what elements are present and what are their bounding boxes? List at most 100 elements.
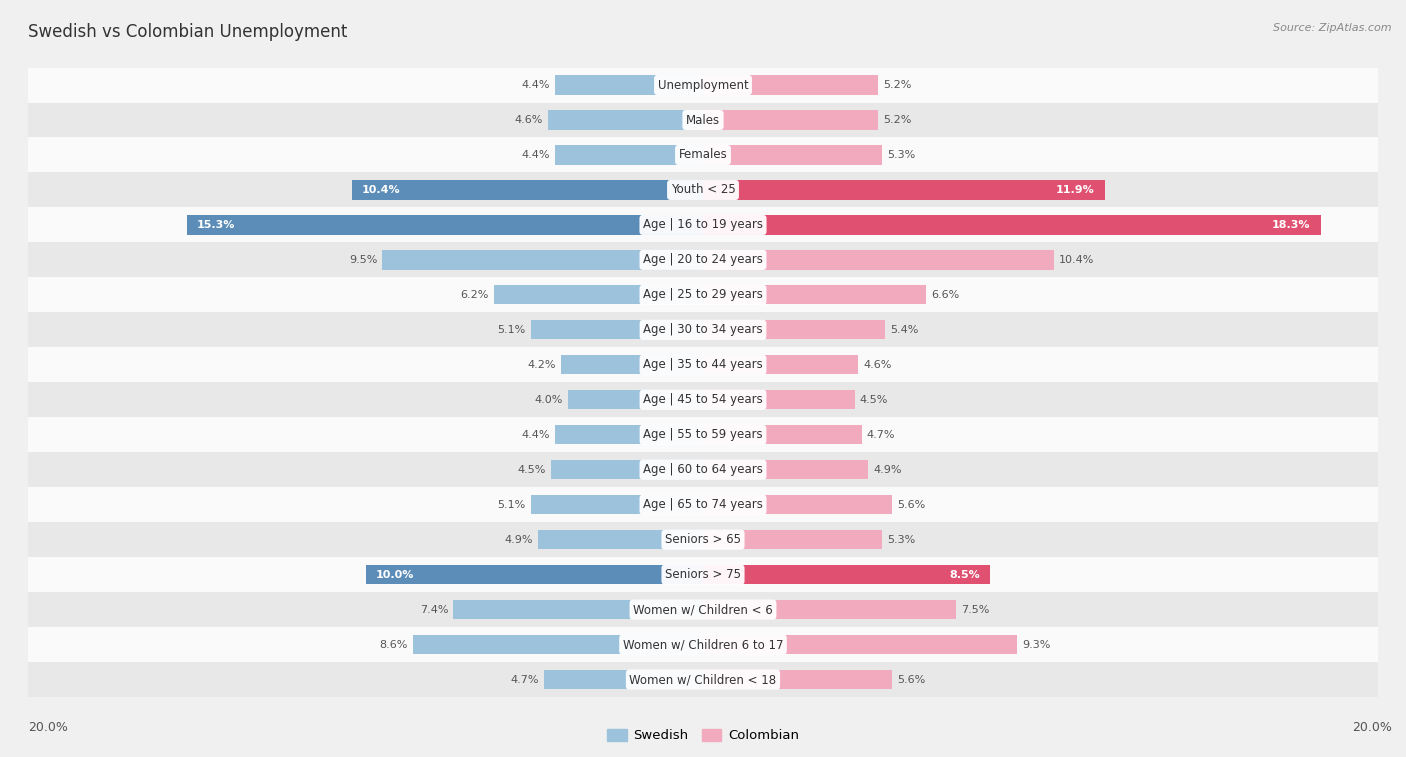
Text: Age | 65 to 74 years: Age | 65 to 74 years (643, 498, 763, 511)
Text: Women w/ Children 6 to 17: Women w/ Children 6 to 17 (623, 638, 783, 651)
Text: 5.1%: 5.1% (498, 325, 526, 335)
Text: 9.3%: 9.3% (1022, 640, 1050, 650)
Bar (703, 76, 879, 95)
Text: 4.2%: 4.2% (527, 360, 557, 370)
Text: 8.6%: 8.6% (380, 640, 408, 650)
Text: 4.0%: 4.0% (534, 394, 562, 405)
Text: 5.2%: 5.2% (883, 80, 912, 90)
Text: 15.3%: 15.3% (197, 220, 235, 230)
Text: Age | 45 to 54 years: Age | 45 to 54 years (643, 394, 763, 407)
Bar (28, 557, 1378, 592)
Bar (703, 530, 882, 550)
Text: Age | 55 to 59 years: Age | 55 to 59 years (643, 428, 763, 441)
Bar (554, 425, 703, 444)
Bar (703, 670, 891, 689)
Bar (703, 600, 956, 619)
Text: 4.9%: 4.9% (505, 534, 533, 544)
Bar (28, 522, 1378, 557)
Text: 4.7%: 4.7% (510, 674, 540, 684)
Text: 4.4%: 4.4% (522, 430, 550, 440)
Bar (28, 138, 1378, 173)
Text: Age | 60 to 64 years: Age | 60 to 64 years (643, 463, 763, 476)
Text: 7.4%: 7.4% (420, 605, 449, 615)
Bar (703, 285, 925, 304)
Bar (551, 460, 703, 479)
Bar (366, 565, 703, 584)
Bar (554, 145, 703, 164)
Bar (494, 285, 703, 304)
Bar (28, 313, 1378, 347)
Bar (703, 215, 1320, 235)
Bar (703, 635, 1017, 654)
Bar (554, 76, 703, 95)
Bar (703, 565, 990, 584)
Bar (548, 111, 703, 129)
Bar (561, 355, 703, 375)
Text: 4.4%: 4.4% (522, 80, 550, 90)
Bar (352, 180, 703, 200)
Text: 4.5%: 4.5% (860, 394, 889, 405)
Bar (453, 600, 703, 619)
Text: Unemployment: Unemployment (658, 79, 748, 92)
Bar (703, 390, 855, 410)
Text: Age | 30 to 34 years: Age | 30 to 34 years (643, 323, 763, 336)
Bar (703, 425, 862, 444)
Bar (568, 390, 703, 410)
Text: Women w/ Children < 6: Women w/ Children < 6 (633, 603, 773, 616)
Text: Males: Males (686, 114, 720, 126)
Bar (28, 207, 1378, 242)
Text: 4.4%: 4.4% (522, 150, 550, 160)
Bar (703, 355, 858, 375)
Bar (703, 320, 886, 339)
Text: 5.4%: 5.4% (890, 325, 918, 335)
Text: 20.0%: 20.0% (28, 721, 67, 734)
Bar (28, 347, 1378, 382)
Bar (28, 102, 1378, 138)
Text: 4.5%: 4.5% (517, 465, 546, 475)
Bar (28, 627, 1378, 662)
Text: Swedish vs Colombian Unemployment: Swedish vs Colombian Unemployment (28, 23, 347, 41)
Bar (703, 495, 891, 514)
Text: Age | 16 to 19 years: Age | 16 to 19 years (643, 219, 763, 232)
Text: 5.3%: 5.3% (887, 150, 915, 160)
Text: 7.5%: 7.5% (962, 605, 990, 615)
Text: 8.5%: 8.5% (949, 569, 980, 580)
Bar (703, 251, 1054, 269)
Bar (28, 67, 1378, 102)
Text: Age | 25 to 29 years: Age | 25 to 29 years (643, 288, 763, 301)
Text: 20.0%: 20.0% (1353, 721, 1392, 734)
Text: 11.9%: 11.9% (1056, 185, 1094, 195)
Text: Women w/ Children < 18: Women w/ Children < 18 (630, 673, 776, 686)
Bar (703, 111, 879, 129)
Text: Females: Females (679, 148, 727, 161)
Text: 5.2%: 5.2% (883, 115, 912, 125)
Text: 18.3%: 18.3% (1272, 220, 1310, 230)
Bar (544, 670, 703, 689)
Bar (28, 488, 1378, 522)
Text: 5.6%: 5.6% (897, 500, 925, 509)
Text: 6.2%: 6.2% (460, 290, 489, 300)
Text: Age | 20 to 24 years: Age | 20 to 24 years (643, 254, 763, 266)
Bar (28, 382, 1378, 417)
Text: 5.1%: 5.1% (498, 500, 526, 509)
Bar (382, 251, 703, 269)
Text: 10.0%: 10.0% (375, 569, 413, 580)
Bar (703, 145, 882, 164)
Text: 5.6%: 5.6% (897, 674, 925, 684)
Bar (187, 215, 703, 235)
Text: 4.9%: 4.9% (873, 465, 901, 475)
Bar (28, 662, 1378, 697)
Bar (28, 277, 1378, 313)
Text: Age | 35 to 44 years: Age | 35 to 44 years (643, 358, 763, 371)
Text: 5.3%: 5.3% (887, 534, 915, 544)
Bar (531, 320, 703, 339)
Bar (703, 460, 869, 479)
Text: Seniors > 75: Seniors > 75 (665, 568, 741, 581)
Bar (703, 180, 1105, 200)
Text: 4.6%: 4.6% (863, 360, 891, 370)
Text: 10.4%: 10.4% (1059, 255, 1094, 265)
Text: 9.5%: 9.5% (349, 255, 377, 265)
Bar (28, 592, 1378, 627)
Bar (28, 417, 1378, 452)
Text: 6.6%: 6.6% (931, 290, 959, 300)
